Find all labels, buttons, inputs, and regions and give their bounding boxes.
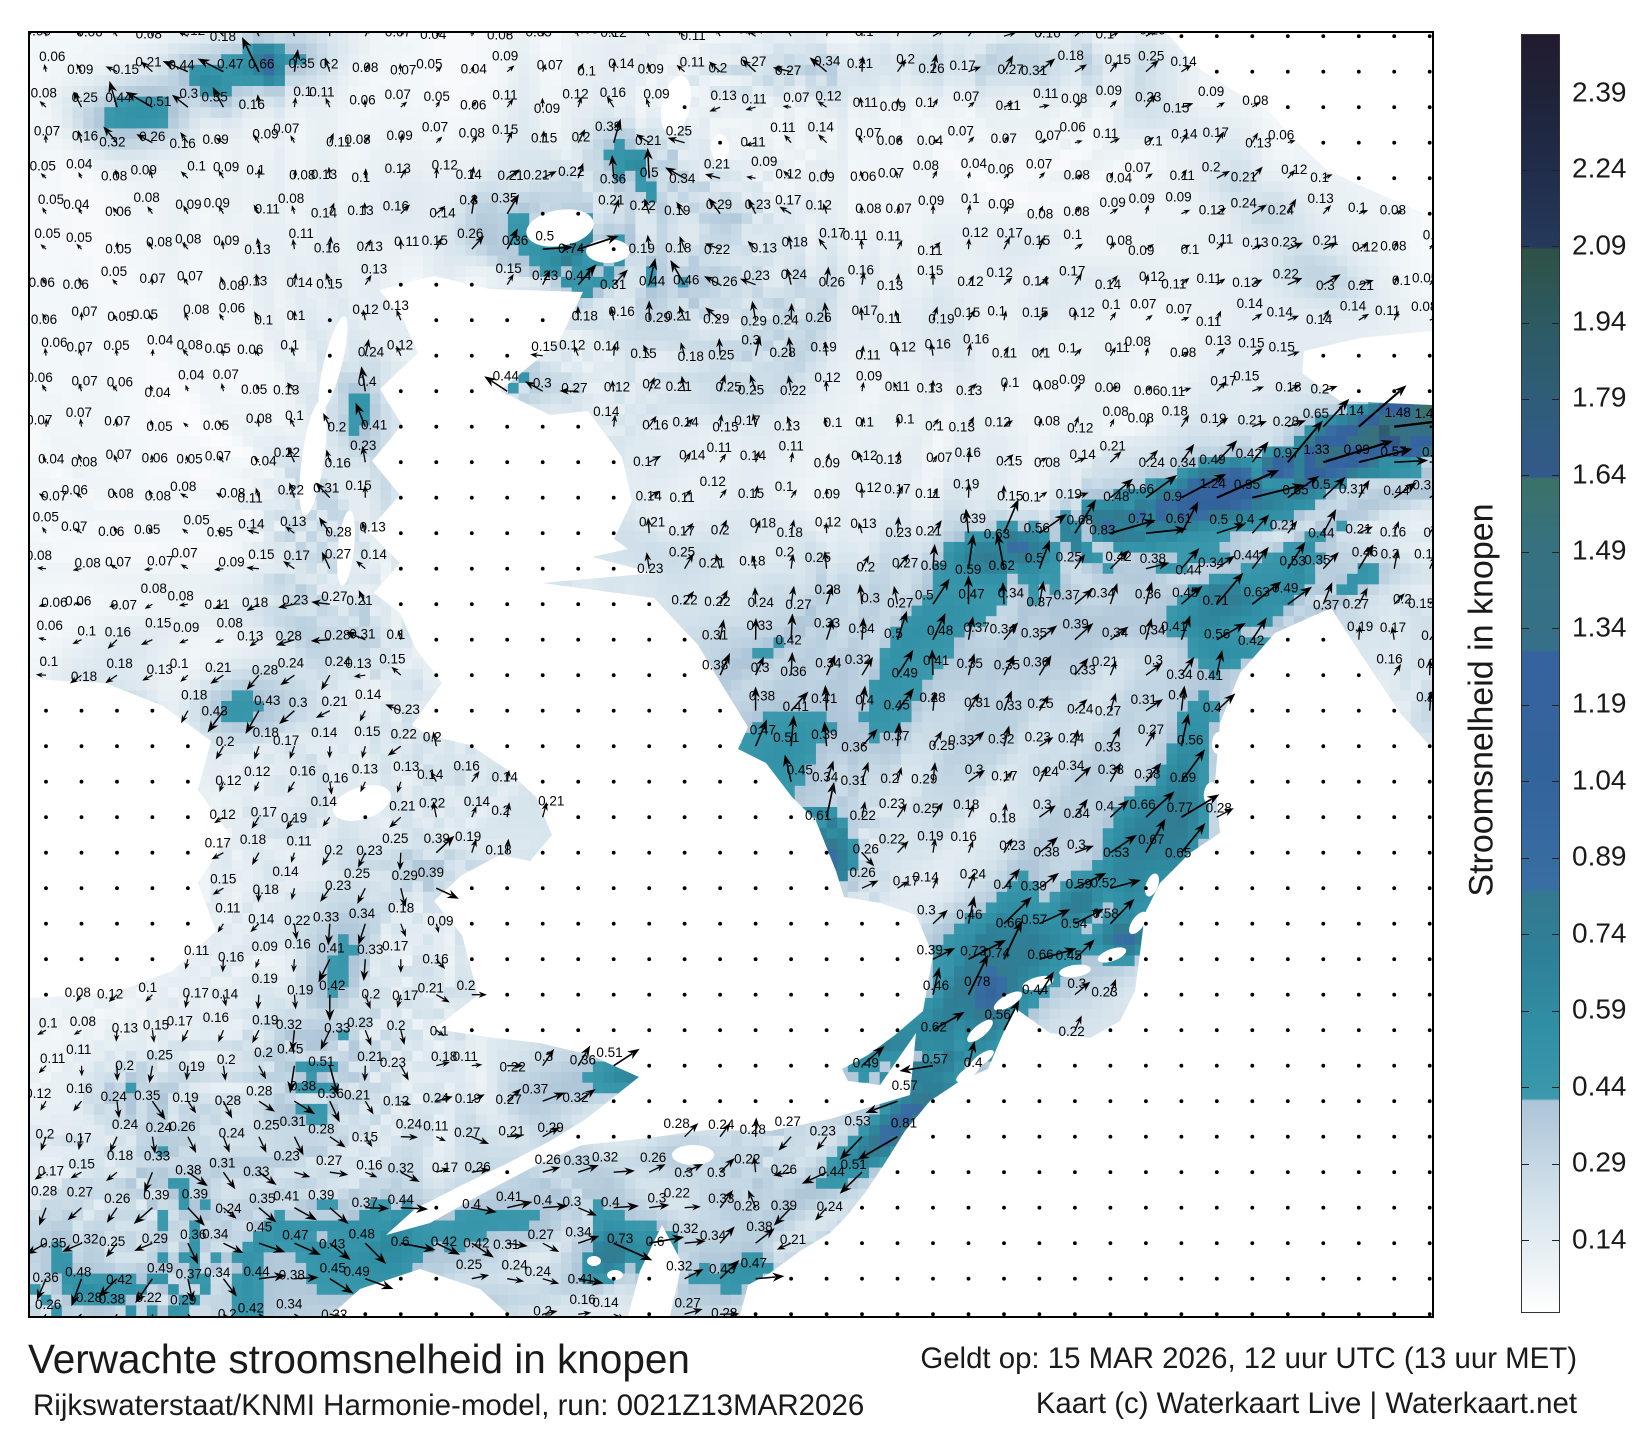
colorbar-tick-mark — [1552, 704, 1559, 706]
colorbar-tick-mark — [1552, 246, 1559, 248]
colorbar-tick-mark — [1552, 551, 1559, 553]
colorbar-tick-mark — [1522, 1087, 1529, 1089]
colorbar-tick-label: 1.79 — [1572, 382, 1627, 414]
colorbar-tick-mark — [1522, 169, 1529, 171]
colorbar-tick-label: 1.19 — [1572, 688, 1627, 720]
map-credit: Kaart (c) Waterkaart Live | Waterkaart.n… — [1035, 1387, 1577, 1420]
colorbar-tick-mark — [1522, 322, 1529, 324]
colorbar-tick-label: 0.29 — [1572, 1146, 1627, 1178]
colorbar-tick-mark — [1522, 704, 1529, 706]
colorbar-tick-mark — [1552, 1163, 1559, 1165]
colorbar-tick-mark — [1522, 1240, 1529, 1242]
colorbar-tick-mark — [1552, 781, 1559, 783]
colorbar-tick-mark — [1552, 169, 1559, 171]
model-run-info: Rijkswaterstaat/KNMI Harmonie-model, run… — [33, 1389, 865, 1422]
colorbar-tick-mark — [1522, 551, 1529, 553]
colorbar-tick-mark — [1522, 934, 1529, 936]
colorbar-tick-label: 0.74 — [1572, 917, 1627, 949]
colorbar-tick-mark — [1552, 1010, 1559, 1012]
colorbar-tick-mark — [1552, 475, 1559, 477]
colorbar-tick-label: 2.09 — [1572, 229, 1627, 261]
colorbar-tick-mark — [1552, 93, 1559, 95]
colorbar-tick-mark — [1522, 398, 1529, 400]
current-speed-map-canvas — [30, 33, 1432, 1316]
colorbar-tick-label: 0.59 — [1572, 993, 1627, 1025]
colorbar-tick-label: 1.64 — [1572, 458, 1627, 490]
colorbar-tick-label: 1.94 — [1572, 305, 1627, 337]
colorbar-tick-mark — [1552, 1240, 1559, 1242]
colorbar-tick-mark — [1552, 1087, 1559, 1089]
colorbar-tick-mark — [1522, 475, 1529, 477]
colorbar-tick-mark — [1522, 857, 1529, 859]
colorbar-tick-mark — [1552, 857, 1559, 859]
colorbar-tick-label: 0.14 — [1572, 1223, 1627, 1255]
valid-time: Geldt op: 15 MAR 2026, 12 uur UTC (13 uu… — [920, 1342, 1577, 1375]
colorbar-tick-mark — [1552, 398, 1559, 400]
colorbar-tick-label: 2.24 — [1572, 152, 1627, 184]
colorbar-tick-label: 1.49 — [1572, 535, 1627, 567]
colorbar-tick-label: 0.44 — [1572, 1070, 1627, 1102]
colorbar-tick-mark — [1522, 93, 1529, 95]
colorbar-tick-label: 0.89 — [1572, 841, 1627, 873]
colorbar-tick-mark — [1552, 628, 1559, 630]
colorbar-gradient — [1522, 35, 1559, 1312]
colorbar-legend — [1521, 34, 1560, 1313]
colorbar-tick-mark — [1522, 246, 1529, 248]
map-title: Verwachte stroomsnelheid in knopen — [28, 1336, 690, 1382]
colorbar-tick-label: 1.34 — [1572, 611, 1627, 643]
colorbar-tick-mark — [1522, 781, 1529, 783]
colorbar-tick-label: 1.04 — [1572, 764, 1627, 796]
colorbar-tick-mark — [1522, 1010, 1529, 1012]
colorbar-tick-label: 2.39 — [1572, 76, 1627, 108]
colorbar-tick-mark — [1552, 322, 1559, 324]
colorbar-axis-label: Stroomsnelheid in knopen — [1462, 503, 1501, 897]
colorbar-tick-mark — [1522, 1163, 1529, 1165]
map-frame — [28, 31, 1434, 1318]
colorbar-tick-mark — [1552, 934, 1559, 936]
colorbar-tick-mark — [1522, 628, 1529, 630]
